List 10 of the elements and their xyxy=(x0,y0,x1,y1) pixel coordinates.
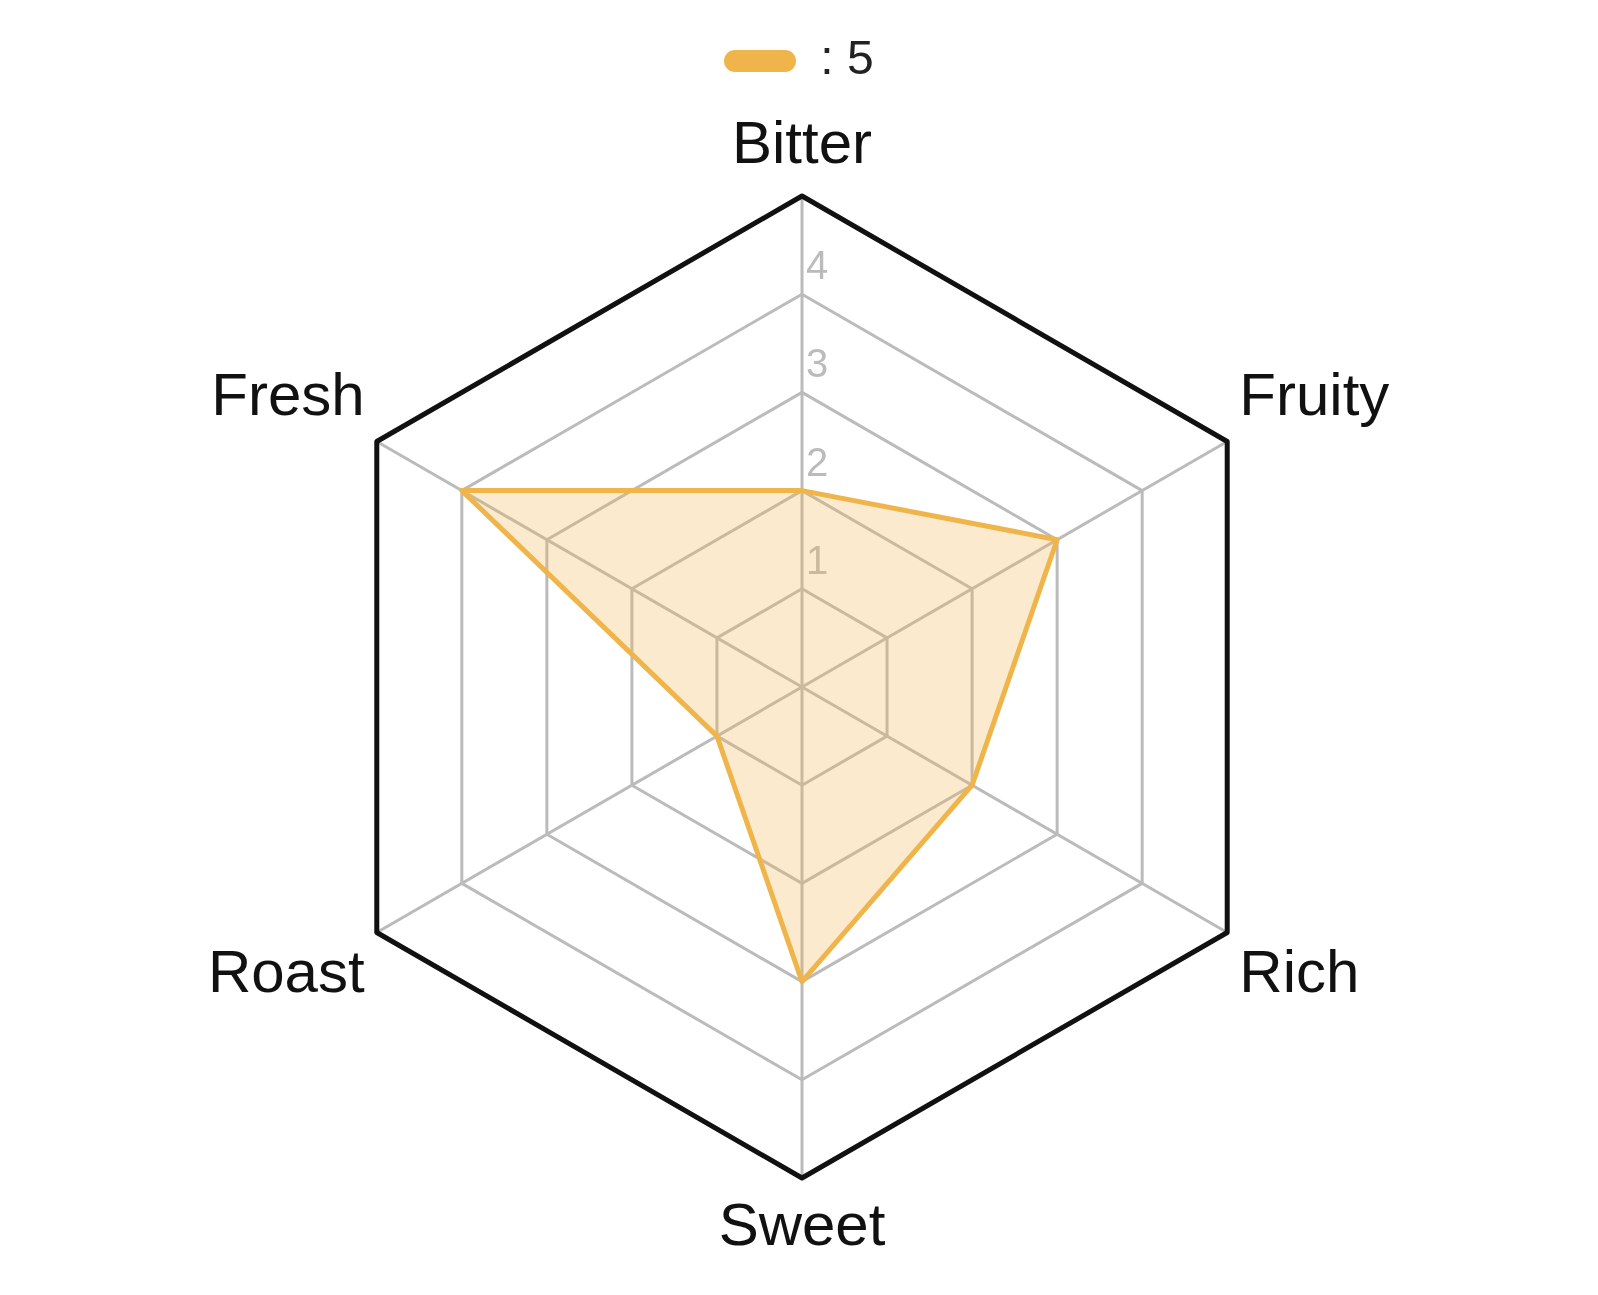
y-tick-label: 3 xyxy=(806,341,829,386)
legend-label: : 5 xyxy=(820,31,874,84)
spoke-label: Fresh xyxy=(211,361,365,429)
spoke-label: Fruity xyxy=(1239,361,1390,429)
spoke-label: Sweet xyxy=(718,1190,886,1258)
spoke-label: Roast xyxy=(207,938,365,1006)
y-tick-label: 4 xyxy=(806,243,829,288)
y-tick-label: 2 xyxy=(806,439,829,484)
spoke-label: Rich xyxy=(1239,938,1360,1006)
spoke-label: Bitter xyxy=(731,108,873,176)
